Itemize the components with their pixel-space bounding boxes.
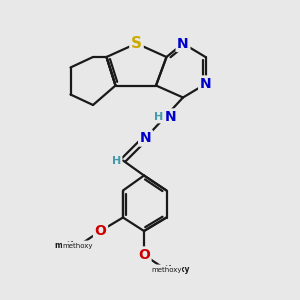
Text: S: S: [131, 36, 142, 51]
Text: N: N: [165, 110, 176, 124]
Text: N: N: [140, 131, 151, 145]
Text: O: O: [138, 248, 150, 262]
Text: N: N: [200, 77, 211, 91]
Text: H: H: [154, 112, 163, 122]
Text: methoxy: methoxy: [63, 243, 93, 249]
Text: methoxy: methoxy: [152, 266, 190, 274]
Text: H: H: [112, 155, 121, 166]
Text: N: N: [177, 37, 189, 50]
Text: O: O: [94, 224, 106, 238]
Text: methoxy: methoxy: [151, 267, 182, 273]
Text: methoxy: methoxy: [55, 242, 92, 250]
